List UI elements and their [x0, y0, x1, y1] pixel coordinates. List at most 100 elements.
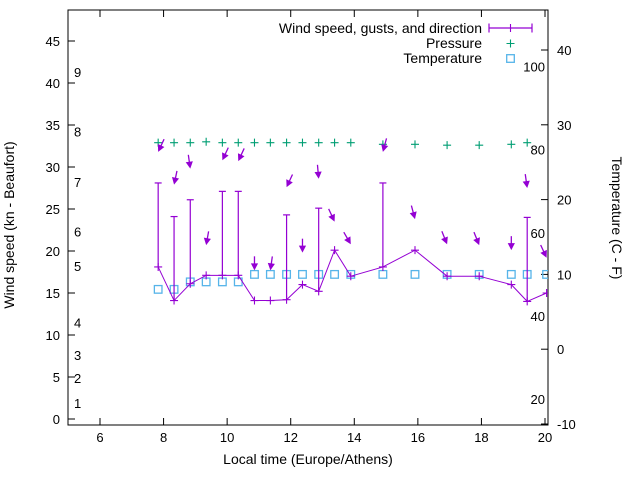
pressure-marker — [298, 138, 307, 147]
wind-marker — [218, 271, 227, 280]
kn-tick-label: 5 — [53, 370, 60, 385]
beaufort-label: 9 — [74, 65, 81, 80]
fahrenheit-label: 100 — [523, 60, 545, 75]
c-tick-label: 40 — [557, 43, 571, 58]
direction-arrow-head — [171, 177, 180, 185]
kn-tick-label: 15 — [46, 286, 60, 301]
plot-border — [67, 9, 549, 426]
kn-tick-label: 40 — [46, 76, 60, 91]
direction-arrow-head — [222, 152, 229, 161]
wind-marker — [542, 289, 548, 297]
kn-tick-label: 10 — [46, 328, 60, 343]
legend-label-temperature: Temperature — [403, 50, 482, 66]
pressure-marker — [410, 140, 419, 149]
fahrenheit-label: 80 — [531, 143, 545, 158]
beaufort-label: 5 — [74, 259, 81, 274]
beaufort-label: 7 — [74, 175, 81, 190]
kn-tick-label: 20 — [46, 244, 60, 259]
temperature-marker — [542, 269, 548, 279]
x-axis-title: Local time (Europe/Athens) — [223, 451, 393, 467]
wind-marker — [346, 272, 355, 281]
wind-marker — [523, 297, 532, 306]
c-tick-label: -10 — [557, 417, 576, 432]
beaufort-label: 8 — [74, 125, 81, 140]
temperature-marker — [250, 269, 259, 279]
pressure-marker — [330, 138, 339, 147]
axes-layer: 6 8 10 12 14 16 18 20051015202530354045-1001020… — [46, 10, 576, 445]
x-tick-label: 8 — [160, 430, 167, 445]
kn-tick-label: 45 — [46, 34, 60, 49]
pressure-marker — [507, 140, 516, 149]
wind-marker — [234, 271, 243, 280]
pressure-marker — [234, 138, 243, 147]
x-tick-label: 18 — [474, 430, 488, 445]
wind-marker — [202, 271, 211, 280]
direction-arrow-head — [286, 179, 293, 188]
direction-arrow-head — [157, 144, 165, 152]
wind-marker — [266, 296, 275, 305]
wind-marker — [475, 272, 484, 281]
pressure-marker — [523, 138, 532, 147]
legend-sample-wind-plus — [506, 24, 515, 32]
direction-arrow-head — [441, 236, 448, 245]
pressure-marker — [475, 141, 484, 150]
x-tick-label: 14 — [347, 430, 361, 445]
kn-tick-label: 35 — [46, 118, 60, 133]
fahrenheit-label: 40 — [531, 309, 545, 324]
temperature-marker — [298, 269, 307, 279]
x-tick-label: 12 — [283, 430, 297, 445]
x-tick-label: 6 — [96, 430, 103, 445]
legend-label-pressure: Pressure — [426, 35, 482, 51]
wind-marker — [298, 280, 307, 289]
kn-tick-label: 30 — [46, 160, 60, 175]
wind-marker — [378, 262, 387, 271]
temperature-marker — [410, 269, 420, 279]
wind-marker — [314, 287, 323, 296]
direction-arrow-head — [185, 161, 193, 169]
temperature-marker — [506, 269, 516, 279]
pressure-marker — [186, 138, 195, 147]
pressure-marker — [218, 138, 227, 147]
pressure-marker — [202, 137, 211, 146]
beaufort-label: 6 — [74, 225, 81, 240]
wind-marker — [170, 296, 179, 305]
direction-arrow-head — [298, 245, 307, 253]
legend: Wind speed, gusts, and direction Pressur… — [279, 20, 533, 66]
left-axis-title: Wind speed (kn - Beaufort) — [1, 141, 17, 308]
fahrenheit-label: 20 — [531, 392, 545, 407]
temperature-marker — [378, 269, 388, 279]
direction-arrow-head — [250, 263, 259, 271]
beaufort-label: 4 — [74, 315, 81, 330]
series-layer — [153, 137, 548, 306]
wind-marker — [250, 296, 259, 305]
temperature-marker — [153, 284, 163, 294]
temperature-marker — [265, 269, 275, 279]
c-tick-label: 30 — [557, 118, 571, 133]
temperature-marker — [330, 269, 340, 279]
right-axis-title: Temperature (C - F) — [609, 157, 625, 280]
legend-label-wind: Wind speed, gusts, and direction — [279, 20, 482, 36]
legend-sample-pressure — [506, 39, 515, 48]
direction-arrow-head — [314, 171, 322, 179]
x-tick-label: 20 — [538, 430, 552, 445]
wind-marker — [186, 279, 195, 288]
pressure-marker — [266, 138, 275, 147]
direction-arrow-head — [237, 153, 245, 162]
c-tick-label: 0 — [557, 342, 564, 357]
wind-marker — [330, 246, 339, 255]
c-tick-label: 10 — [557, 267, 571, 282]
direction-arrow-head — [344, 236, 351, 245]
c-tick-label: 20 — [557, 193, 571, 208]
pressure-marker — [282, 138, 291, 147]
direction-arrow-head — [522, 180, 530, 188]
legend-sample-temperature — [506, 54, 515, 63]
direction-arrow-head — [203, 237, 211, 246]
beaufort-label: 3 — [74, 348, 81, 363]
direction-arrow-head — [540, 249, 547, 258]
direction-arrow-head — [381, 144, 389, 152]
wind-marker — [410, 246, 419, 255]
fahrenheit-label: 60 — [531, 226, 545, 241]
legend-samples — [488, 23, 533, 63]
